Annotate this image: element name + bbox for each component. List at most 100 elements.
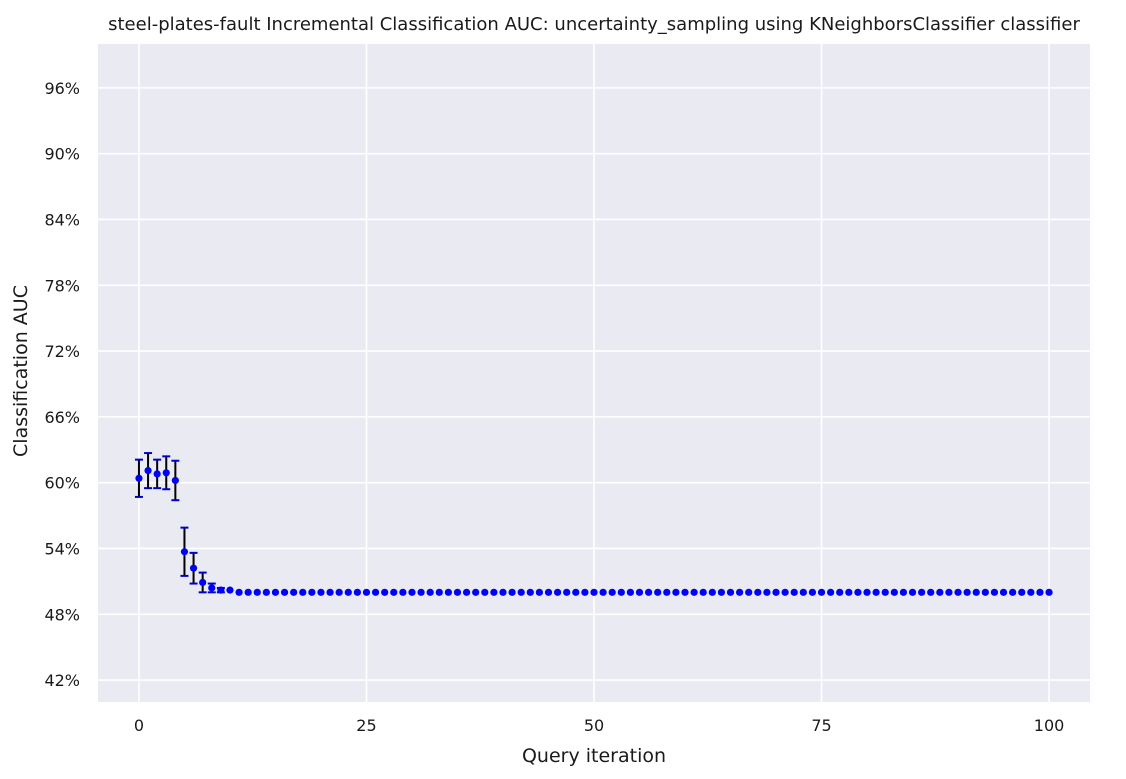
data-point bbox=[854, 588, 862, 596]
data-point bbox=[845, 588, 853, 596]
data-point bbox=[781, 588, 789, 596]
data-point bbox=[672, 588, 680, 596]
data-point bbox=[663, 588, 671, 596]
data-point bbox=[235, 588, 243, 596]
data-point bbox=[863, 588, 871, 596]
y-tick-labels: 42% 48% 54% 60% 66% 72% 78% 84% 90% 96% bbox=[44, 79, 80, 690]
data-point bbox=[608, 588, 616, 596]
data-point bbox=[617, 588, 625, 596]
data-point bbox=[645, 588, 653, 596]
data-point bbox=[189, 564, 198, 572]
data-point bbox=[444, 588, 452, 596]
data-point bbox=[726, 588, 735, 596]
data-point bbox=[799, 588, 807, 596]
data-point bbox=[217, 586, 225, 594]
x-tick-labels: 0 25 50 75 100 bbox=[134, 716, 1064, 735]
data-point bbox=[553, 588, 562, 596]
data-point bbox=[963, 588, 971, 596]
data-point bbox=[736, 588, 744, 596]
data-point bbox=[180, 548, 189, 556]
data-point bbox=[572, 588, 580, 596]
y-tick-label: 42% bbox=[44, 671, 80, 690]
data-point bbox=[599, 588, 607, 596]
data-point bbox=[635, 588, 644, 596]
data-point bbox=[426, 588, 434, 596]
data-point bbox=[890, 588, 898, 596]
y-axis-label: Classification AUC bbox=[10, 285, 32, 457]
data-point bbox=[481, 588, 489, 596]
data-point bbox=[1036, 588, 1044, 596]
data-point bbox=[262, 588, 270, 596]
data-point bbox=[153, 470, 161, 478]
data-point bbox=[508, 588, 516, 596]
data-point bbox=[517, 588, 525, 596]
data-point bbox=[690, 588, 698, 596]
data-point bbox=[581, 588, 589, 596]
y-tick-label: 48% bbox=[44, 605, 80, 624]
data-point bbox=[899, 588, 908, 596]
data-point bbox=[535, 588, 543, 596]
data-point bbox=[244, 588, 252, 596]
data-point bbox=[290, 588, 298, 596]
data-point bbox=[226, 586, 234, 594]
data-point bbox=[144, 467, 152, 475]
data-point bbox=[308, 588, 316, 596]
y-tick-label: 66% bbox=[44, 408, 80, 427]
data-point bbox=[981, 588, 989, 596]
data-point bbox=[745, 588, 753, 596]
data-point bbox=[390, 588, 398, 596]
data-point bbox=[199, 578, 207, 587]
data-point bbox=[563, 588, 571, 596]
data-point bbox=[827, 588, 835, 596]
data-point bbox=[790, 588, 798, 596]
data-points bbox=[135, 467, 1053, 596]
data-point bbox=[836, 588, 844, 596]
data-point bbox=[544, 588, 553, 596]
data-point bbox=[1045, 588, 1053, 596]
y-tick-label: 84% bbox=[44, 210, 80, 229]
y-tick-label: 90% bbox=[44, 145, 80, 164]
data-point bbox=[972, 588, 980, 596]
data-point bbox=[417, 588, 425, 596]
data-point bbox=[208, 584, 216, 592]
data-point bbox=[754, 588, 762, 596]
data-point bbox=[872, 588, 880, 596]
data-point bbox=[362, 588, 371, 596]
data-point bbox=[808, 588, 817, 596]
data-point bbox=[490, 588, 498, 596]
y-tick-label: 54% bbox=[44, 539, 80, 558]
data-point bbox=[435, 588, 443, 596]
data-point bbox=[162, 469, 170, 477]
x-axis-label: Query iteration bbox=[522, 745, 666, 767]
data-point bbox=[453, 588, 462, 596]
data-point bbox=[699, 588, 707, 596]
data-point bbox=[918, 588, 926, 596]
data-point bbox=[1027, 588, 1035, 596]
x-tick-label: 50 bbox=[584, 716, 604, 735]
data-point bbox=[1018, 588, 1026, 596]
data-point bbox=[999, 588, 1008, 596]
data-point bbox=[408, 588, 416, 596]
y-tick-label: 78% bbox=[44, 276, 80, 295]
grid-lines bbox=[98, 44, 1090, 702]
x-tick-label: 75 bbox=[811, 716, 831, 735]
data-point bbox=[353, 588, 361, 596]
x-tick-label: 0 bbox=[134, 716, 144, 735]
y-tick-label: 72% bbox=[44, 342, 80, 361]
data-point bbox=[1009, 588, 1017, 596]
data-point bbox=[253, 588, 261, 596]
data-point bbox=[990, 588, 999, 596]
data-point bbox=[954, 588, 962, 596]
data-point bbox=[717, 588, 726, 596]
data-point bbox=[654, 588, 662, 596]
data-point bbox=[626, 588, 635, 596]
data-point bbox=[381, 588, 389, 596]
data-point bbox=[317, 588, 325, 596]
x-tick-label: 100 bbox=[1034, 716, 1065, 735]
data-point bbox=[171, 476, 179, 485]
data-point bbox=[681, 588, 689, 596]
data-point bbox=[371, 588, 380, 596]
data-point bbox=[326, 588, 334, 596]
data-point bbox=[499, 588, 507, 596]
